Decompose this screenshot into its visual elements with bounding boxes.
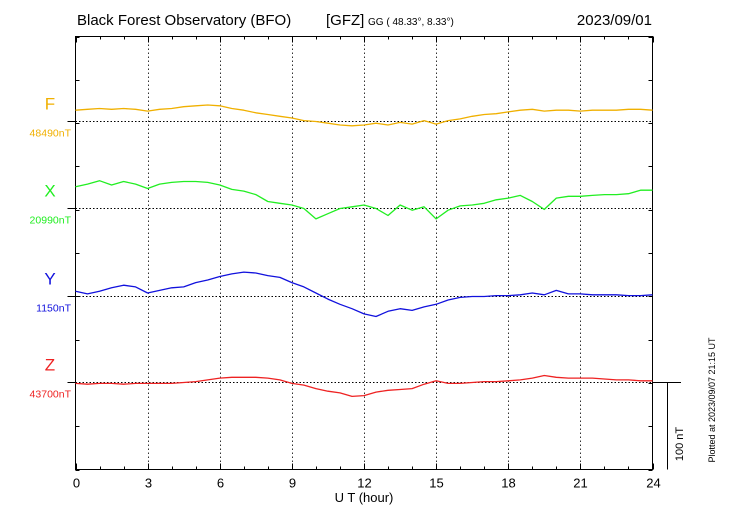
x-tick-label: 0 [73, 476, 80, 491]
series-line-z [75, 374, 653, 398]
x-tick-label: 24 [646, 476, 660, 491]
x-tick-label: 6 [217, 476, 224, 491]
series-name-x: X [44, 182, 55, 201]
series-baseline-x: 20990nT [30, 215, 72, 227]
series-name-y: Y [44, 270, 55, 289]
baseline-lines [67, 121, 653, 383]
x-axis-label: U T (hour) [335, 490, 394, 505]
x-tick-label: 9 [289, 476, 296, 491]
agency-label: [GFZ] [326, 12, 364, 29]
grid-lines [148, 36, 581, 470]
x-tick-label: 15 [429, 476, 443, 491]
x-tick-label: 3 [145, 476, 152, 491]
series-name-z: Z [45, 356, 55, 375]
series-lines [75, 104, 653, 398]
x-tick-label: 21 [573, 476, 587, 491]
series-line-x [75, 180, 653, 220]
series-name-f: F [45, 95, 55, 114]
series-baseline-z: 43700nT [30, 389, 72, 401]
series-line-y [75, 271, 653, 318]
axis-ticks: 0 3 6 9 12 15 18 21 24 [73, 36, 661, 491]
x-tick-label: 18 [501, 476, 515, 491]
series-baseline-f: 48490nT [30, 128, 72, 140]
plotted-timestamp: Plotted at 2023/09/07 21:15 UT [707, 337, 717, 463]
station-coordinates: GG ( 48.33°, 8.33°) [368, 17, 454, 28]
series-labels: F 48490nT X 20990nT Y 1150nT Z 43700nT [30, 95, 72, 401]
series-baseline-y: 1150nT [36, 303, 71, 315]
series-line-f [75, 104, 653, 127]
chart-date: 2023/09/01 [577, 12, 652, 29]
chart-title: Black Forest Observatory (BFO) [77, 12, 291, 29]
scale-bar-label: 100 nT [674, 427, 686, 462]
x-tick-label: 12 [357, 476, 371, 491]
